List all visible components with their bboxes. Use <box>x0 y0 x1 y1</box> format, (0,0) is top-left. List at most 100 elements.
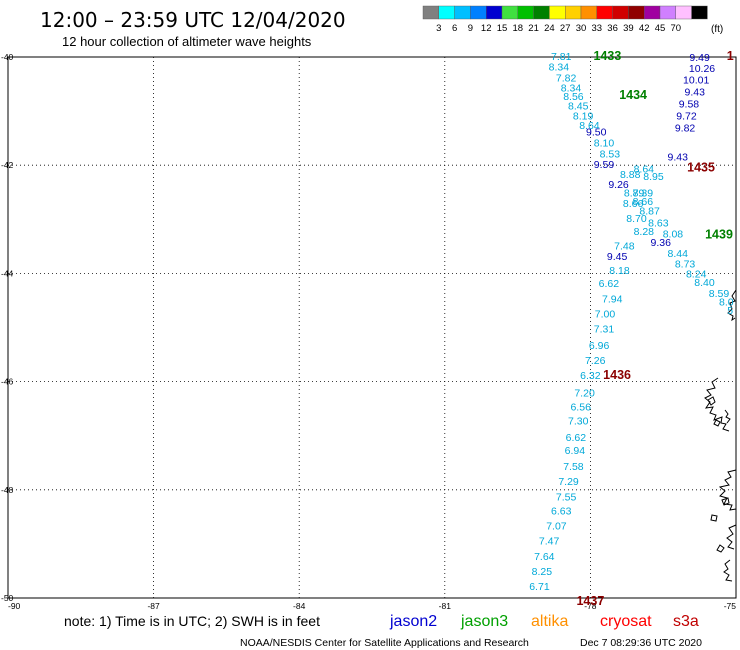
pass-time-label: 1435 <box>687 160 715 174</box>
wave-height-value: 8.34 <box>561 82 582 94</box>
pass-time-labels: 1433 1434 1435 1439 1436 1437 1 <box>576 49 733 608</box>
altimeter-tracks: 9.4910.2610.019.439.589.729.829.509.439.… <box>529 51 734 593</box>
wave-height-value: 8.70 <box>626 213 647 225</box>
wave-height-value: 9.43 <box>685 87 706 99</box>
latitude-tick-label: -48 <box>1 485 14 495</box>
longitude-tick-label: -75 <box>724 601 737 611</box>
colorbar-swatch <box>533 5 550 20</box>
wave-height-value: 7.82 <box>556 73 577 85</box>
map-grid: -90 -87 -84 -81 -78 -75 -40 -42 -44 -46 -48 -50 <box>1 52 737 611</box>
wave-height-value: 9.72 <box>676 110 697 122</box>
wave-height-value: 7.47 <box>539 536 560 548</box>
wave-height-value: 7.00 <box>595 308 616 320</box>
colorbar-tick-label: 15 <box>497 23 508 34</box>
colorbar-unit: (ft) <box>711 24 723 35</box>
longitude-tick-label: -81 <box>439 601 452 611</box>
wave-height-value: 7.07 <box>546 521 567 533</box>
colorbar-tick-label: 39 <box>623 23 634 34</box>
wave-height-value: 8.79 <box>624 187 645 199</box>
colorbar-swatch <box>470 5 487 20</box>
longitude-tick-label: -90 <box>8 601 21 611</box>
wave-height-value: 10.26 <box>689 63 715 75</box>
latitude-tick-label: -40 <box>1 52 14 62</box>
map-frame <box>7 56 737 599</box>
wave-height-value: 8.25 <box>532 566 553 578</box>
wave-height-value: 6.62 <box>599 278 620 290</box>
colorbar-swatch <box>517 5 534 20</box>
colorbar-tick-label: 3 <box>436 23 441 34</box>
wave-height-value: 5 <box>727 305 733 317</box>
wave-height-value: 10.01 <box>683 75 709 87</box>
satellite-legend-entry: jason2 <box>389 613 437 630</box>
wave-height-value: 7.31 <box>594 324 615 336</box>
colorbar-tick-label: 42 <box>639 23 650 34</box>
colorbar-swatch <box>659 5 677 20</box>
wave-height-value: 8.44 <box>668 248 689 260</box>
wave-height-value: 9.36 <box>651 237 672 249</box>
latitude-tick-label: -50 <box>1 593 14 603</box>
colorbar-swatch <box>486 5 503 20</box>
wave-height-value: 7.81 <box>551 51 572 63</box>
pass-time-label: 1434 <box>619 88 647 102</box>
colorbar-swatch <box>549 5 566 20</box>
colorbar-swatch <box>580 5 598 20</box>
wave-height-value: 6.96 <box>589 340 610 352</box>
wave-height-value: 8.18 <box>609 265 630 277</box>
wave-height-value: 8.64 <box>579 120 600 132</box>
wave-height-value: 8.24 <box>686 268 707 280</box>
latitude-tick-label: -46 <box>1 377 14 387</box>
wave-height-value: 8.59 <box>709 288 730 300</box>
colorbar-swatch <box>501 5 519 20</box>
wave-height-value: 8.66 <box>623 198 644 210</box>
colorbar-tick-label: 45 <box>655 23 666 34</box>
wave-height-value: 8.0 <box>719 297 734 309</box>
colorbar-swatch <box>454 5 471 20</box>
pass-time-label: 1439 <box>705 227 733 241</box>
wave-height-value: 8.40 <box>694 277 715 289</box>
colorbar-swatch <box>422 5 440 20</box>
pass-time-label: 1437 <box>576 594 604 608</box>
wave-height-value: 6.71 <box>529 581 550 593</box>
satellite-legend-entry: altika <box>531 613 568 630</box>
colorbar-swatch <box>438 5 455 20</box>
footer-credit: NOAA/NESDIS Center for Satellite Applica… <box>240 637 529 649</box>
satellite-legend: jason2 jason3 altika cryosat s3a <box>389 613 699 630</box>
footer-timestamp: Dec 7 08:29:36 UTC 2020 <box>580 637 702 649</box>
colorbar-tick-label: 6 <box>452 23 457 34</box>
colorbar-swatch <box>565 5 582 20</box>
pass-time-label: 1 <box>727 49 734 63</box>
colorbar-tick-label: 70 <box>671 23 682 34</box>
pass-time-label: 1433 <box>593 49 621 63</box>
wave-height-value: 7.26 <box>585 355 606 367</box>
wave-height-value: 9.50 <box>586 127 607 139</box>
wave-height-value: 6.56 <box>570 401 591 413</box>
wave-height-value: 8.39 <box>633 187 654 199</box>
longitude-tick-label: -87 <box>147 601 160 611</box>
colorbar-tick-label: 12 <box>481 23 492 34</box>
wave-height-value: 7.64 <box>534 551 555 563</box>
colorbar-legend: 3 6 9 12 15 18 21 24 27 30 33 36 39 42 45 70 <box>422 5 708 34</box>
satellite-legend-entry: jason3 <box>460 613 508 630</box>
colorbar-tick-label: 30 <box>576 23 587 34</box>
wave-height-value: 7.20 <box>574 387 595 399</box>
wave-height-value: 8.56 <box>563 91 584 103</box>
wave-height-value: 6.94 <box>565 445 586 457</box>
wave-height-value: 8.64 <box>634 163 655 175</box>
footer-note: note: 1) Time is in UTC; 2) SWH is in fe… <box>64 613 320 629</box>
wave-height-value: 9.82 <box>675 122 696 134</box>
colorbar-tick-label: 24 <box>544 23 555 34</box>
colorbar-tick-label: 9 <box>468 23 473 34</box>
colorbar-swatch <box>691 5 708 20</box>
longitude-tick-label: -84 <box>293 601 306 611</box>
colorbar-tick-label: 27 <box>560 23 571 34</box>
satellite-legend-entry: cryosat <box>600 613 652 630</box>
wave-height-value: 8.87 <box>639 206 660 218</box>
colorbar-tick-label: 33 <box>592 23 603 34</box>
wave-height-value: 8.63 <box>648 218 669 230</box>
colorbar-swatch <box>675 5 692 20</box>
colorbar-swatch <box>596 5 613 20</box>
wave-height-value: 8.73 <box>675 259 696 271</box>
wave-height-value: 7.94 <box>602 293 623 305</box>
pass-time-label: 1436 <box>603 368 631 382</box>
